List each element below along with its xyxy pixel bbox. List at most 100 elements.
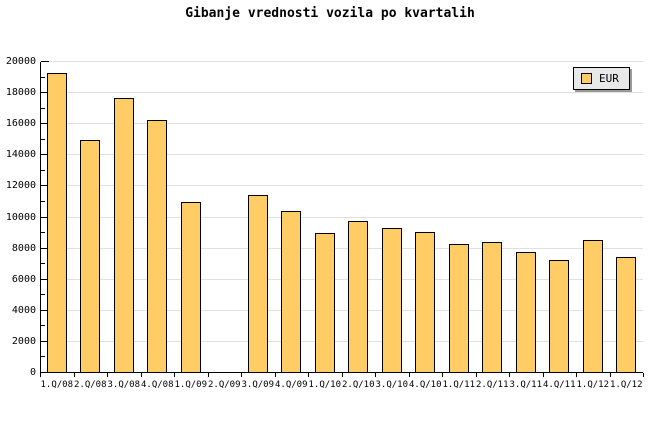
legend-color-swatch-icon: [581, 73, 592, 84]
y-major-tick: [41, 216, 49, 218]
y-axis-label: 6000: [11, 273, 36, 285]
bar: [180, 202, 201, 373]
y-axis-label: 8000: [11, 242, 36, 254]
x-tick: [274, 373, 276, 377]
bar: [80, 140, 101, 373]
gridline: [41, 123, 643, 125]
x-axis-label: 1.Q/10: [308, 380, 342, 390]
gridline: [41, 61, 643, 62]
x-tick: [408, 373, 410, 377]
y-minor-tick: [41, 294, 45, 296]
x-axis-label: 2.Q/09: [207, 380, 241, 390]
x-axis-label: 4.Q/08: [140, 380, 174, 390]
bar: [348, 221, 369, 373]
bar: [46, 73, 67, 373]
y-minor-tick: [41, 232, 45, 234]
x-tick: [576, 373, 577, 377]
y-major-tick: [41, 340, 49, 342]
y-major-tick: [41, 185, 49, 187]
bar: [113, 98, 134, 373]
x-axis-line: [40, 372, 643, 373]
y-axis-label: 2000: [11, 335, 36, 347]
gridline: [41, 247, 643, 249]
x-axis-label: 4.Q/11: [542, 380, 576, 390]
y-axis-label: 4000: [11, 304, 36, 316]
x-tick: [341, 373, 343, 377]
y-major-tick: [41, 61, 49, 62]
x-tick: [73, 373, 75, 377]
x-tick: [643, 373, 644, 377]
y-axis-label: 12000: [5, 180, 36, 192]
gridline: [41, 92, 643, 94]
plot-area: [40, 61, 644, 377]
y-minor-tick: [41, 200, 45, 202]
x-axis-label: 3.Q/09: [241, 380, 275, 390]
y-axis-line: [40, 62, 41, 373]
gridline: [41, 154, 643, 156]
x-tick: [140, 373, 142, 377]
bar: [381, 228, 402, 373]
x-tick: [475, 373, 477, 377]
x-tick: [542, 373, 544, 377]
bar: [515, 252, 536, 373]
y-major-tick: [41, 154, 49, 156]
y-minor-tick: [41, 263, 45, 265]
x-axis-label: 4.Q/10: [408, 380, 442, 390]
x-tick: [241, 373, 242, 377]
chart-title: Gibanje vrednosti vozila po kvartalih: [185, 6, 475, 21]
x-axis-label: 3.Q/08: [107, 380, 141, 390]
x-tick: [207, 373, 209, 377]
x-axis-label: 2.Q/11: [475, 380, 509, 390]
gridline: [41, 278, 643, 280]
x-axis-label: 3.Q/11: [509, 380, 543, 390]
y-axis-label: 10000: [5, 211, 36, 223]
y-minor-tick: [41, 325, 45, 327]
bar: [582, 240, 603, 373]
x-axis-label: 2.Q/08: [73, 380, 107, 390]
x-tick: [609, 373, 611, 377]
x-axis-label: 1.Q/12: [609, 380, 643, 390]
x-tick: [442, 373, 443, 377]
y-major-tick: [41, 309, 49, 311]
legend-label: EUR: [599, 72, 619, 85]
gridline: [41, 309, 643, 311]
y-major-tick: [41, 247, 49, 249]
y-axis-label: 16000: [5, 118, 36, 130]
x-tick: [308, 373, 309, 377]
y-major-tick: [41, 123, 49, 125]
y-axis-label: 14000: [5, 149, 36, 161]
bar: [147, 120, 168, 373]
y-minor-tick: [41, 138, 45, 140]
x-axis-label: 3.Q/10: [375, 380, 409, 390]
gridline: [41, 185, 643, 187]
x-axis-label: 4.Q/09: [274, 380, 308, 390]
bar: [415, 232, 436, 373]
y-minor-tick: [41, 169, 45, 171]
bar: [314, 233, 335, 373]
y-major-tick: [41, 92, 49, 94]
bar: [247, 195, 268, 373]
y-major-tick: [41, 278, 49, 280]
y-minor-tick: [41, 76, 45, 78]
x-axis-label: 1.Q/12: [576, 380, 610, 390]
bar: [549, 260, 570, 373]
gridline: [41, 340, 643, 342]
x-tick: [375, 373, 376, 377]
y-minor-tick: [41, 356, 45, 358]
x-tick: [107, 373, 108, 377]
legend-box: EUR: [573, 67, 630, 90]
bar: [448, 244, 469, 373]
bar: [281, 211, 302, 373]
y-minor-tick: [41, 107, 45, 109]
bar: [482, 242, 503, 373]
x-axis-label: 1.Q/09: [174, 380, 208, 390]
bar: [616, 257, 637, 373]
gridline: [41, 216, 643, 218]
x-axis-label: 1.Q/11: [442, 380, 476, 390]
x-axis-label: 1.Q/08: [40, 380, 74, 390]
x-axis-label: 2.Q/10: [341, 380, 375, 390]
y-axis-label: 0: [29, 367, 36, 378]
x-tick: [40, 373, 41, 377]
x-tick: [509, 373, 510, 377]
